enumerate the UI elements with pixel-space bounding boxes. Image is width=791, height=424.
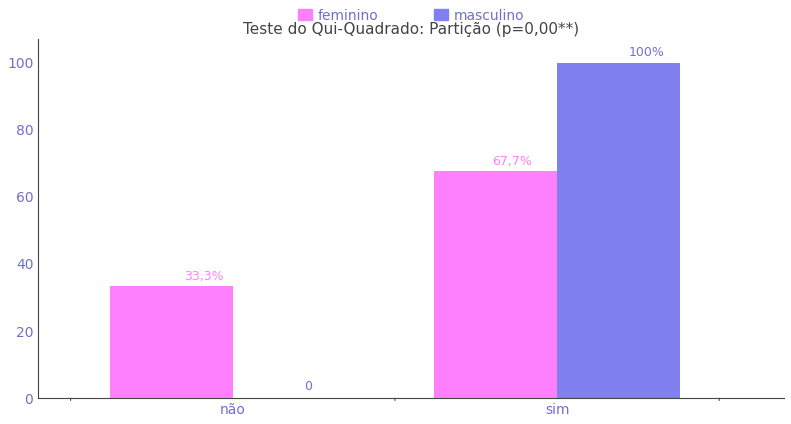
- Text: 0: 0: [304, 380, 312, 393]
- Bar: [557, 63, 680, 398]
- Bar: [109, 287, 233, 398]
- Text: 67,7%: 67,7%: [492, 155, 532, 167]
- Bar: [433, 171, 557, 398]
- Legend: feminino, masculino: feminino, masculino: [293, 3, 530, 28]
- Title: Teste do Qui-Quadrado: Partição (p=0,00**): Teste do Qui-Quadrado: Partição (p=0,00*…: [243, 22, 579, 36]
- Text: 100%: 100%: [628, 46, 664, 59]
- Text: 33,3%: 33,3%: [184, 270, 224, 283]
